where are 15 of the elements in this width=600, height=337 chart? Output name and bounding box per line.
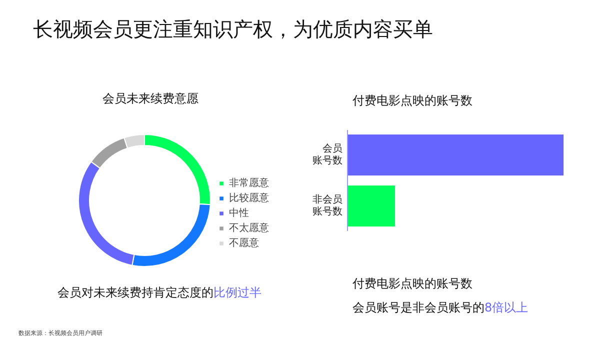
text: 会员账号是非会员账号的 xyxy=(352,300,484,314)
chart-subtitle: 会员未来续费意愿 xyxy=(102,92,198,106)
chart-title: 长视频会员更注重知识产权，为优质内容买单 xyxy=(33,16,433,43)
legend-label: 非常愿意 xyxy=(229,176,269,190)
text: 付费电影点映的账号数 xyxy=(352,276,472,290)
text: 比例过半 xyxy=(214,286,262,300)
legend-label: 中性 xyxy=(229,206,249,220)
text: 会员对未来续费持肯定态度的 xyxy=(58,286,214,300)
legend-label: 不愿意 xyxy=(229,236,259,250)
y-tick-label: 非会员账号数 xyxy=(312,194,342,218)
y-tick-label: 会员账号数 xyxy=(312,142,342,166)
chart-title: 付费电影点映的账号数 xyxy=(352,94,472,108)
text: 8倍以上 xyxy=(484,300,528,314)
legend-label: 比较愿意 xyxy=(229,192,269,205)
legend-label: 不太愿意 xyxy=(229,222,269,235)
